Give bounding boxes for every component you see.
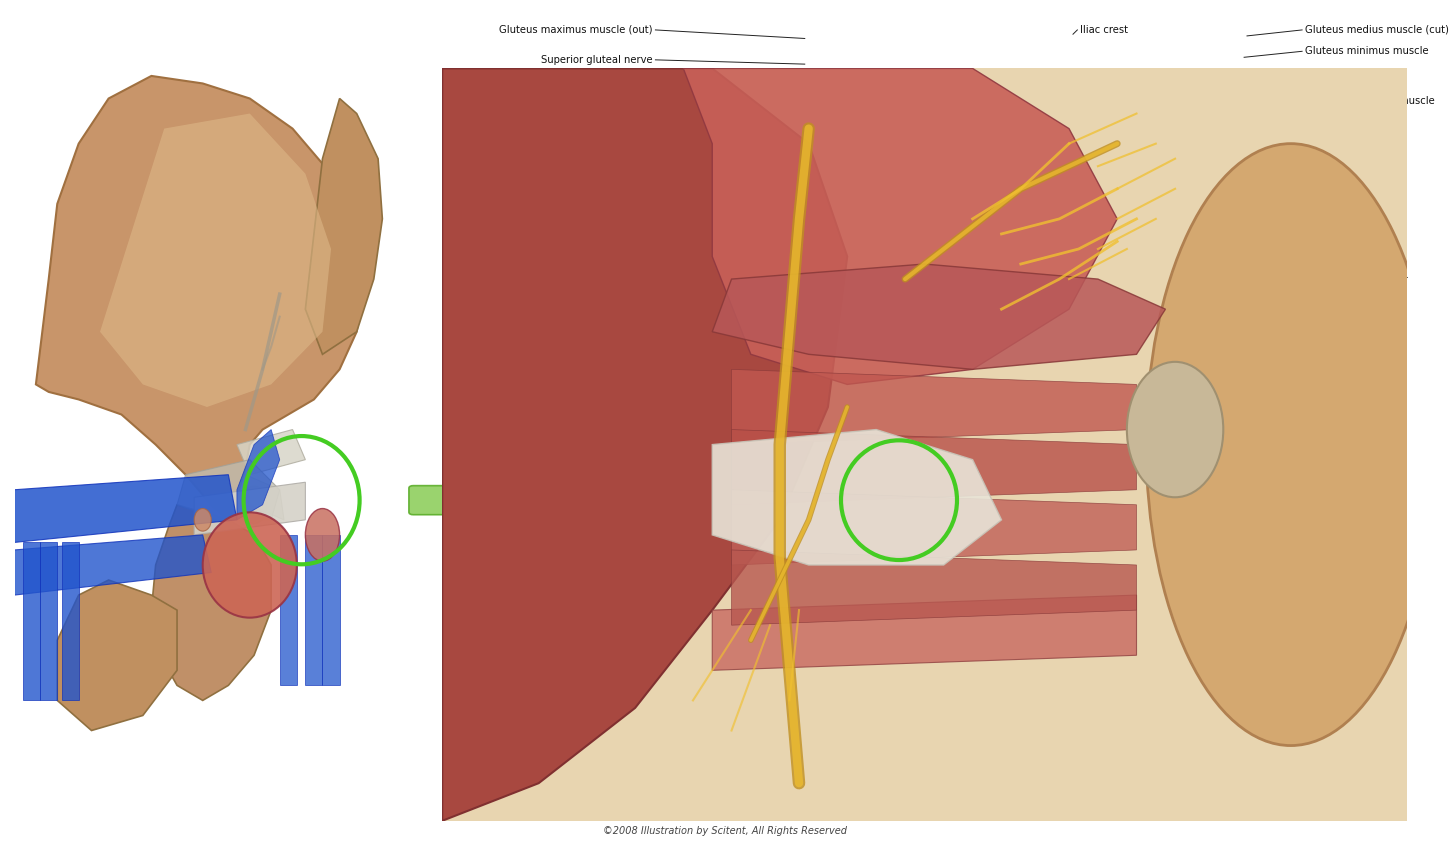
Text: Inferior gluteal nerve: Inferior gluteal nerve (547, 103, 652, 114)
Ellipse shape (194, 509, 212, 531)
Polygon shape (194, 482, 306, 535)
Ellipse shape (1146, 144, 1436, 746)
Text: Nerve to obturator internus
(and superior gemellus): Nerve to obturator internus (and superio… (487, 174, 624, 196)
Text: Intertrochanteric
crest: Intertrochanteric crest (1305, 393, 1389, 416)
Text: Dorsal nerve
of penis: Dorsal nerve of penis (555, 429, 619, 451)
Text: ©2008 Illustration by Scitent, All Rights Reserved: ©2008 Illustration by Scitent, All Right… (603, 826, 847, 836)
FancyBboxPatch shape (409, 486, 845, 515)
Polygon shape (177, 460, 280, 520)
Polygon shape (306, 535, 322, 686)
Text: Superior gluteal nerve: Superior gluteal nerve (541, 55, 652, 65)
Text: Sciatic nerve: Sciatic nerve (1305, 547, 1370, 557)
Text: Sacrotuberous
ligament: Sacrotuberous ligament (687, 491, 748, 510)
Polygon shape (236, 429, 280, 520)
Text: Inferior anal
(rectal) nerve: Inferior anal (rectal) nerve (551, 391, 619, 413)
Polygon shape (14, 475, 236, 542)
Text: Sacrospinous
ligament: Sacrospinous ligament (557, 284, 624, 306)
Text: Sciatic nerve: Sciatic nerve (587, 76, 652, 86)
Text: Posterior cutaneous nerve of thigh: Posterior cutaneous nerve of thigh (1204, 571, 1376, 581)
Polygon shape (712, 264, 1166, 369)
Text: Inferior gemellus
muscle: Inferior gemellus muscle (1305, 431, 1391, 453)
Polygon shape (58, 580, 177, 730)
Text: Pudendal nerve: Pudendal nerve (554, 215, 632, 226)
Polygon shape (151, 504, 271, 700)
Polygon shape (36, 76, 365, 520)
Text: Obturator
internus muscle: Obturator internus muscle (1305, 213, 1385, 235)
Text: Perineal branches of
posterior cutaneous
nerve of thigh: Perineal branches of posterior cutaneous… (506, 561, 609, 593)
Text: Gluteus maximus
muscle (cut): Gluteus maximus muscle (cut) (1305, 505, 1392, 528)
Text: Ischial spine: Ischial spine (570, 251, 632, 262)
Polygon shape (23, 542, 41, 700)
Text: Tensor fasciae
latae muscle: Tensor fasciae latae muscle (1305, 123, 1376, 145)
Ellipse shape (241, 486, 267, 523)
Polygon shape (712, 595, 1137, 670)
Text: Biceps femoris muscle (long head)
(covers semimembranosus muscle): Biceps femoris muscle (long head) (cover… (460, 676, 638, 699)
Text: Nerve to quadratus
femoris (and inferior
gemellus) supplying
articular branch to: Nerve to quadratus femoris (and inferior… (1305, 262, 1408, 319)
Polygon shape (683, 68, 1116, 385)
Text: Superior gemellus muscle: Superior gemellus muscle (1305, 96, 1434, 106)
Text: Gluteus maximus muscle (out): Gluteus maximus muscle (out) (499, 25, 652, 35)
Polygon shape (712, 429, 1002, 565)
Polygon shape (245, 475, 284, 520)
Polygon shape (731, 490, 1137, 565)
Polygon shape (306, 98, 383, 354)
Polygon shape (100, 114, 331, 407)
Polygon shape (322, 535, 339, 686)
Text: Ischial tuberosity: Ischial tuberosity (552, 628, 638, 638)
Text: Inferior cluneal nerves: Inferior cluneal nerves (1124, 648, 1237, 658)
Text: Perforating
cutaneous nerve: Perforating cutaneous nerve (536, 324, 621, 346)
Text: Semitendinosus muscle: Semitendinosus muscle (519, 648, 638, 658)
Text: Gluteus minimus muscle: Gluteus minimus muscle (1305, 46, 1428, 56)
Text: Perineal
nerve: Perineal nerve (574, 472, 615, 494)
Polygon shape (442, 68, 847, 821)
Polygon shape (731, 550, 1137, 625)
Ellipse shape (306, 509, 339, 561)
Polygon shape (731, 369, 1137, 445)
Ellipse shape (203, 512, 297, 617)
Text: Piriformis muscle: Piriformis muscle (1305, 70, 1391, 80)
Ellipse shape (1127, 362, 1224, 498)
Text: Gluteus medius muscle (cut): Gluteus medius muscle (cut) (1305, 25, 1449, 35)
Polygon shape (41, 542, 58, 700)
Text: Posterior scrotal: Posterior scrotal (538, 519, 619, 529)
Polygon shape (280, 535, 297, 686)
Polygon shape (236, 429, 306, 475)
Text: Posterior cutaneous
nerve of thigh: Posterior cutaneous nerve of thigh (532, 133, 631, 155)
Polygon shape (61, 542, 78, 700)
Polygon shape (442, 68, 1406, 821)
Polygon shape (731, 429, 1137, 504)
Text: Iliac crest: Iliac crest (1080, 25, 1128, 35)
Polygon shape (14, 535, 212, 595)
Text: Greater trochanter
of femur: Greater trochanter of femur (1305, 353, 1398, 375)
Text: Gluteus medius
muscle (cut): Gluteus medius muscle (cut) (1305, 166, 1383, 188)
Text: Quadratus femoris
muscle: Quadratus femoris muscle (1305, 468, 1398, 490)
